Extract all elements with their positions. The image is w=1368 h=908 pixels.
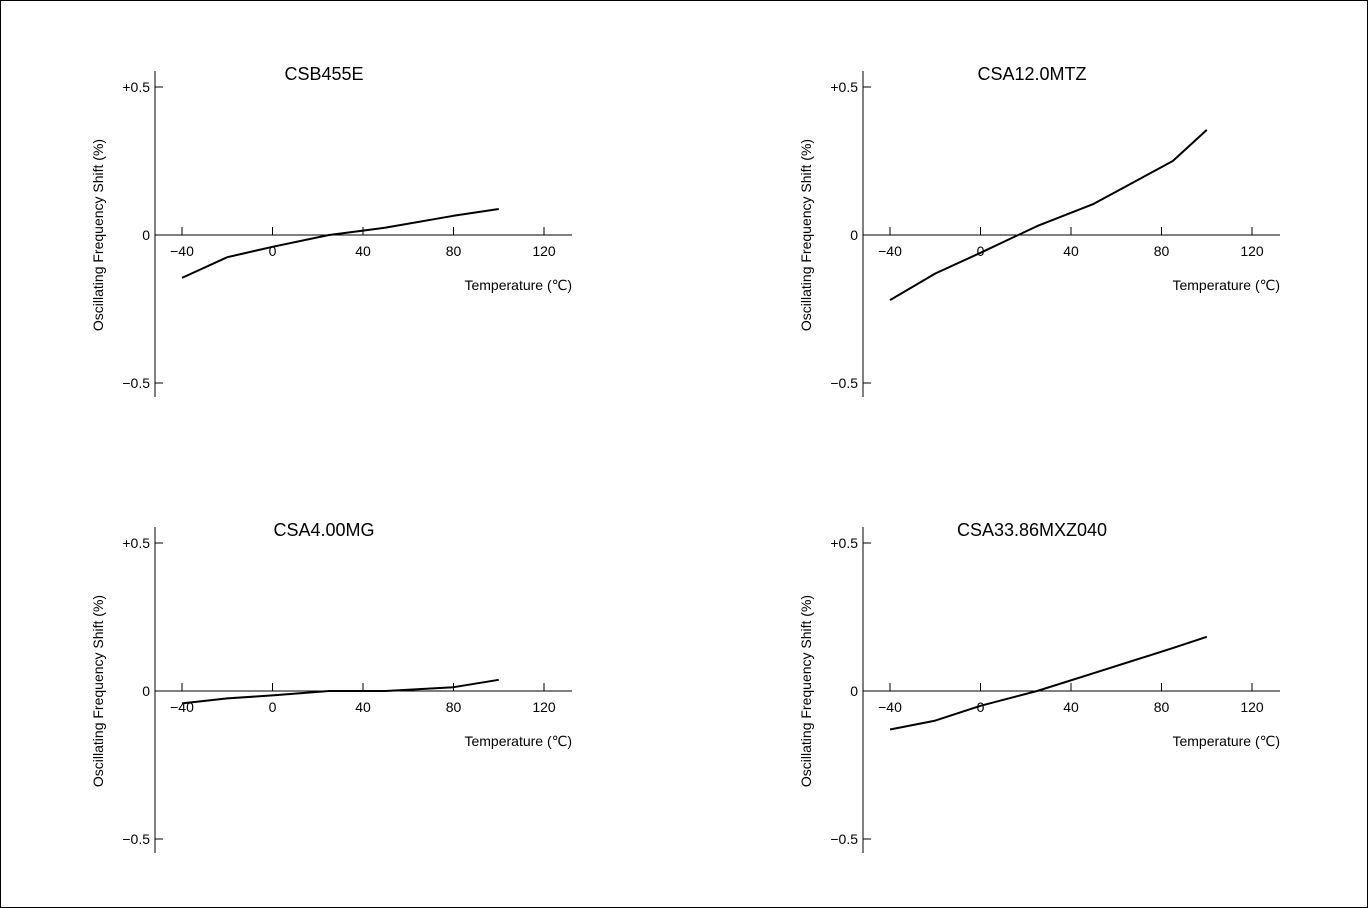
x-tick-label: 80 (446, 699, 462, 715)
y-tick-label: −0.5 (122, 831, 150, 847)
chart-panel-1: +0.5 0 −0.5 −40 0 40 80 120 CSB455E Temperature (… (90, 64, 572, 397)
x-tick-label: 0 (977, 699, 985, 715)
x-tick-label: −40 (878, 699, 902, 715)
y-axis-label: Oscillating Frequency Shift (%) (798, 595, 814, 787)
x-tick-label: 40 (355, 243, 371, 259)
y-tick-label: −0.5 (122, 375, 150, 391)
y-tick-label: 0 (850, 227, 858, 243)
y-tick-label: −0.5 (830, 831, 858, 847)
x-tick-label: 0 (269, 699, 277, 715)
y-tick-label: −0.5 (830, 375, 858, 391)
x-axis-label: Temperature (℃) (464, 733, 572, 749)
y-axis-label: Oscillating Frequency Shift (%) (798, 139, 814, 331)
chart-title: CSA33.86MXZ040 (957, 520, 1107, 540)
chart-panel-3: +0.5 0 −0.5 −40 0 40 80 120 CSA4.00MG Temperature… (90, 520, 572, 853)
y-axis-label: Oscillating Frequency Shift (%) (90, 595, 106, 787)
y-tick-label: +0.5 (122, 535, 150, 551)
x-tick-label: 80 (1154, 699, 1170, 715)
x-tick-label: 80 (446, 243, 462, 259)
y-tick-label: 0 (850, 683, 858, 699)
series-line (889, 129, 1208, 301)
x-tick-label: 40 (1063, 243, 1079, 259)
x-tick-label: −40 (170, 699, 194, 715)
x-tick-label: 40 (355, 699, 371, 715)
x-tick-label: −40 (170, 243, 194, 259)
x-tick-label: 80 (1154, 243, 1170, 259)
chart-title: CSB455E (284, 64, 363, 84)
series-line (889, 635, 1208, 731)
x-tick-label: 0 (977, 243, 985, 259)
y-axis-label: Oscillating Frequency Shift (%) (90, 139, 106, 331)
chart-title: CSA4.00MG (273, 520, 374, 540)
x-tick-label: 120 (1240, 699, 1264, 715)
x-axis-label: Temperature (℃) (1172, 733, 1280, 749)
y-tick-label: +0.5 (830, 535, 858, 551)
y-tick-label: 0 (142, 683, 150, 699)
y-tick-label: +0.5 (830, 79, 858, 95)
x-tick-label: 120 (1240, 243, 1264, 259)
chart-title: CSA12.0MTZ (977, 64, 1086, 84)
x-axis-label: Temperature (℃) (1172, 277, 1280, 293)
y-tick-label: +0.5 (122, 79, 150, 95)
y-tick-label: 0 (142, 227, 150, 243)
x-tick-label: 120 (532, 243, 556, 259)
x-axis-label: Temperature (℃) (464, 277, 572, 293)
chart-panel-4: +0.5 0 −0.5 −40 0 40 80 120 CSA33.86MXZ040 Temper… (798, 520, 1280, 853)
x-tick-label: 40 (1063, 699, 1079, 715)
series-line (181, 208, 499, 279)
chart-panel-2: +0.5 0 −0.5 −40 0 40 80 120 CSA12.0MTZ Temperatur… (798, 64, 1280, 397)
x-tick-label: −40 (878, 243, 902, 259)
x-tick-label: 0 (269, 243, 277, 259)
x-tick-label: 120 (532, 699, 556, 715)
series-line (181, 678, 499, 705)
